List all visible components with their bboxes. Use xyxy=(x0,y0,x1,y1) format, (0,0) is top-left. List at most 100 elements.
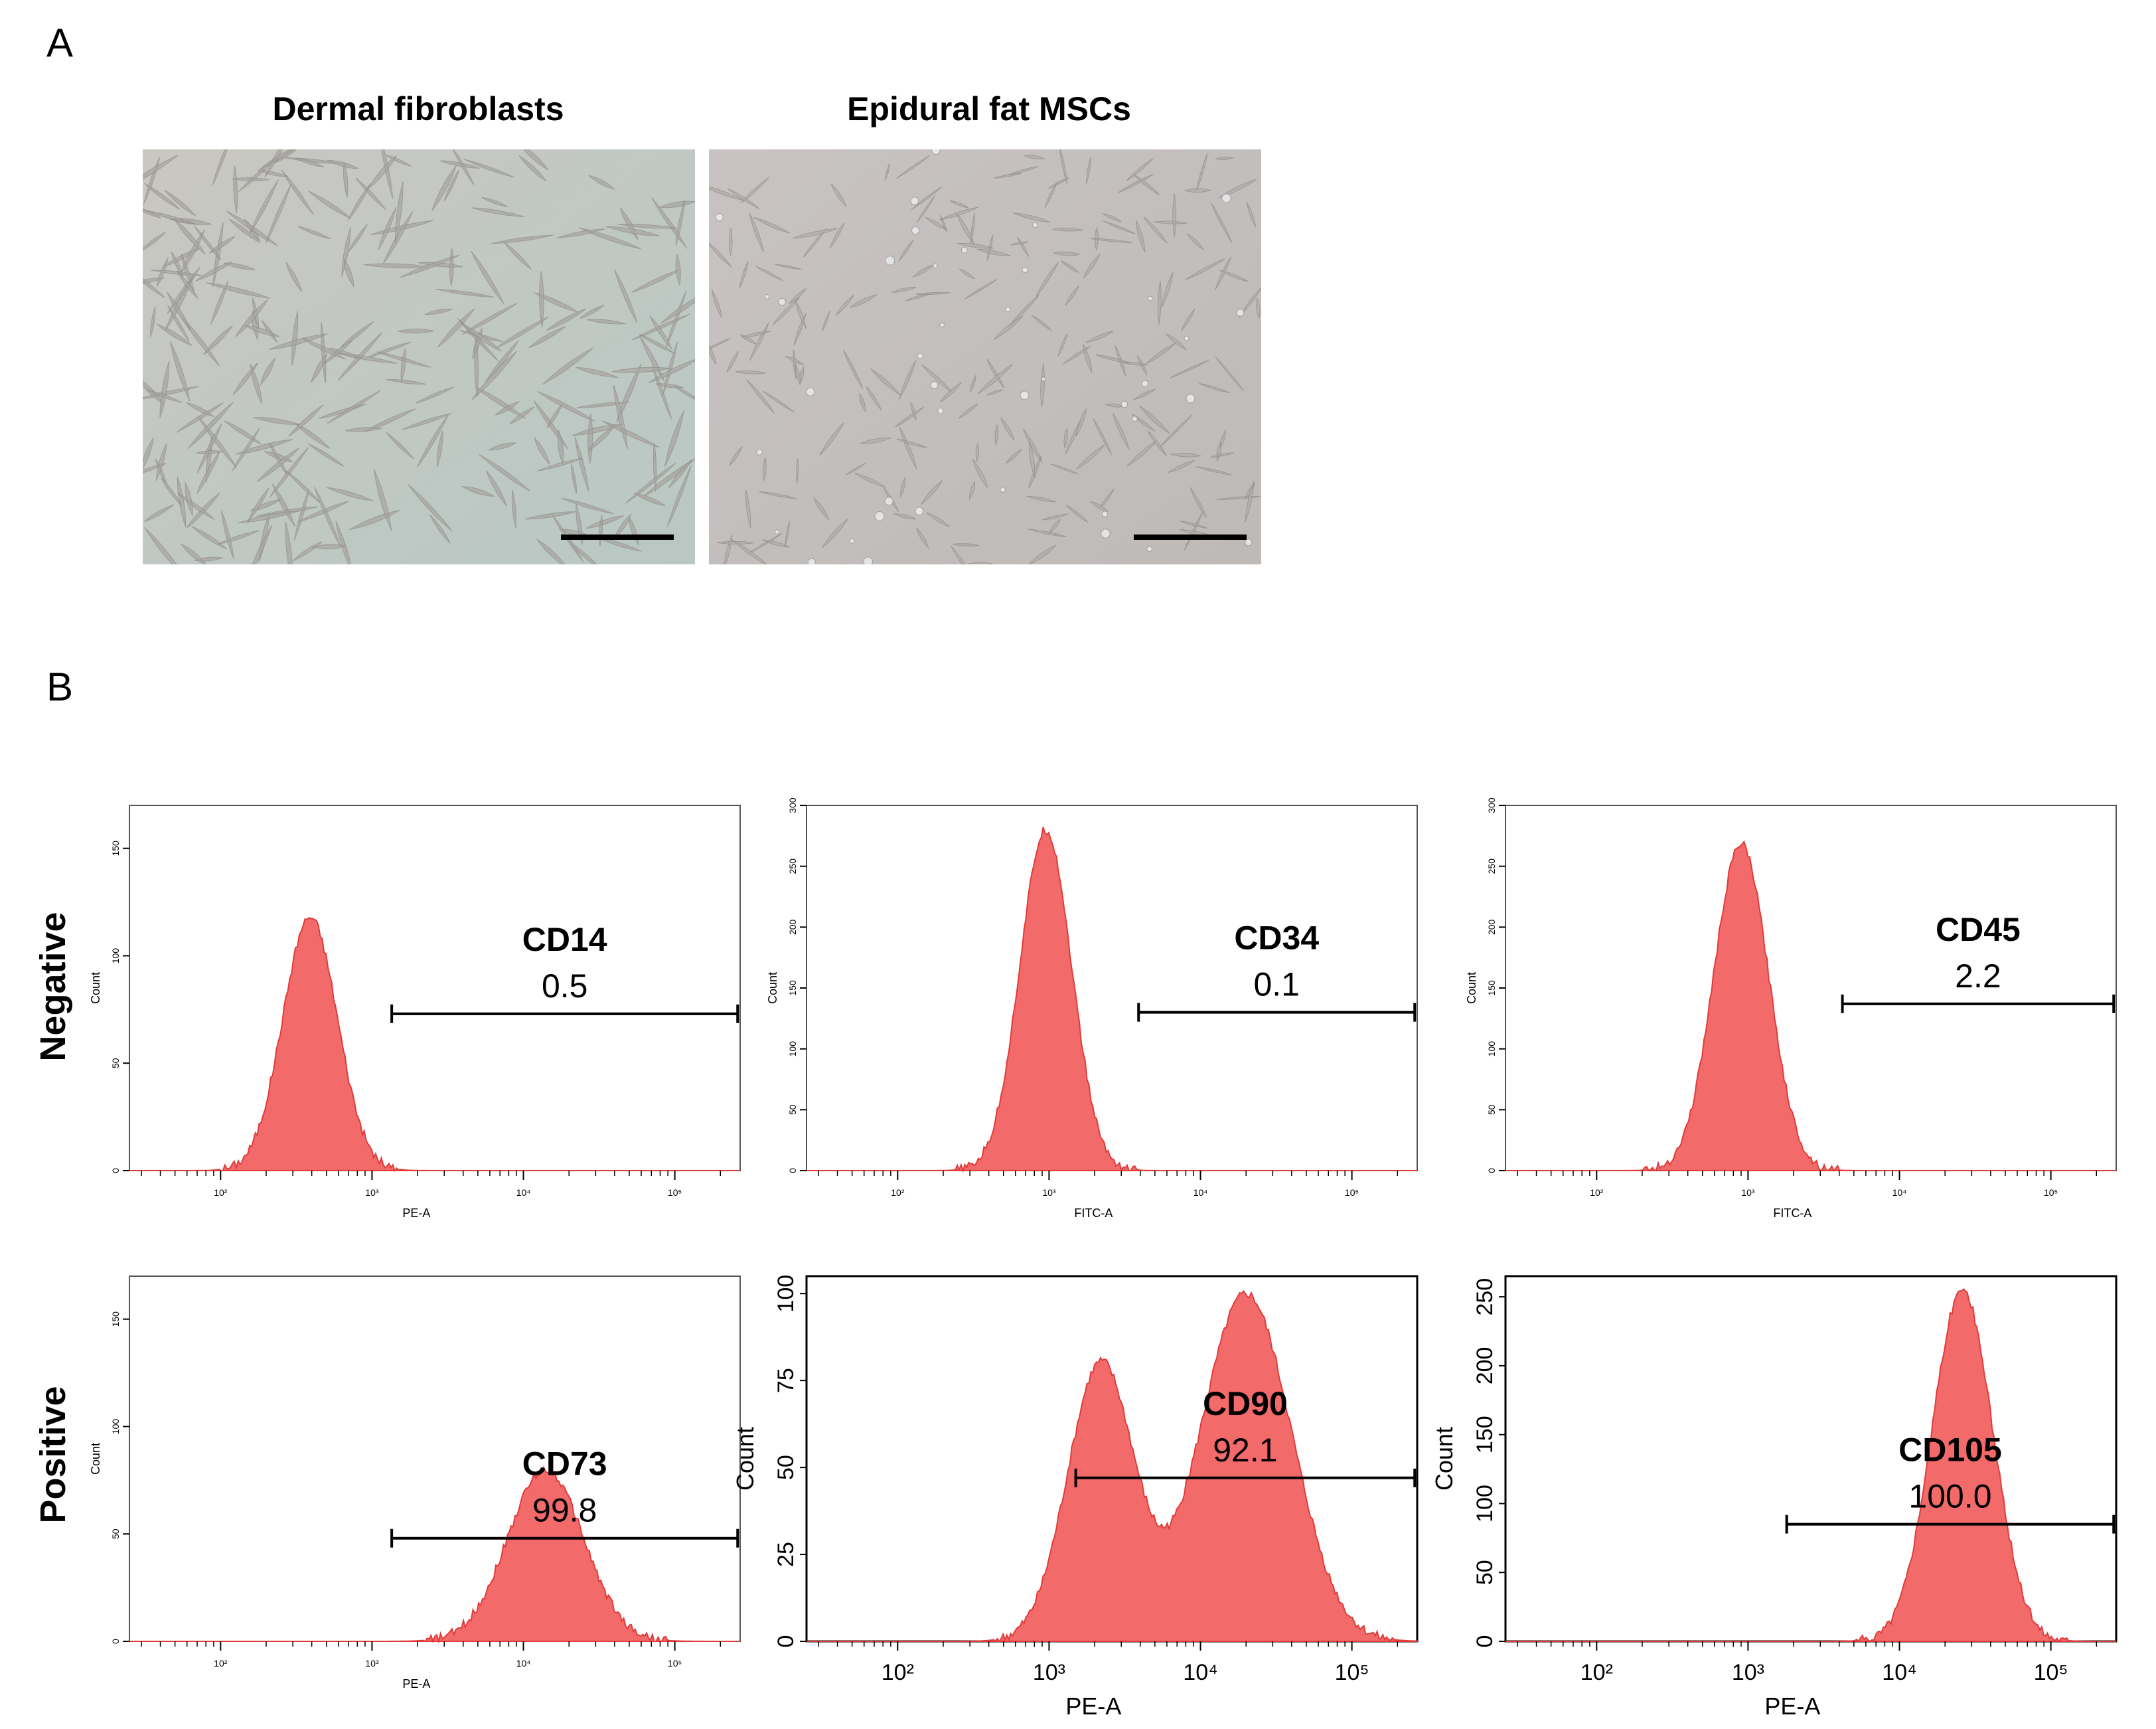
x-axis-label: PE-A xyxy=(402,1206,430,1220)
image-title-epidural: Epidural fat MSCs xyxy=(847,90,1131,127)
y-tick-label: 100 xyxy=(787,1041,798,1057)
y-tick-label: 0 xyxy=(110,1168,121,1173)
y-tick-label: 250 xyxy=(787,859,798,874)
y-tick-label: 100 xyxy=(110,1419,121,1435)
y-tick-label: 200 xyxy=(1472,1347,1498,1385)
gate-value: 2.2 xyxy=(1955,957,2001,995)
scale-bar xyxy=(1134,535,1247,540)
y-tick-label: 100 xyxy=(1486,1041,1497,1057)
x-axis-label: FITC-A xyxy=(1074,1206,1113,1220)
micrograph-epidural-fat-mscs xyxy=(709,149,1261,564)
y-axis-label: Count xyxy=(766,972,779,1004)
micrograph-background xyxy=(709,149,1261,564)
x-tick-label: 10⁴ xyxy=(516,1187,531,1198)
x-tick-label: 10² xyxy=(1580,1660,1613,1685)
marker-title: CD45 xyxy=(1936,911,2021,948)
plot-frame xyxy=(1504,1275,2118,1643)
y-axis-label: Count xyxy=(1465,972,1478,1004)
y-axis-label: Count xyxy=(89,1443,102,1475)
y-tick-label: 100 xyxy=(1472,1485,1498,1523)
marker-title: CD90 xyxy=(1203,1385,1288,1422)
y-tick-label: 50 xyxy=(1486,1104,1497,1115)
plot-frame xyxy=(129,805,741,1171)
x-tick-label: 10³ xyxy=(1732,1660,1764,1685)
y-tick-label: 100 xyxy=(110,948,121,964)
x-tick-label: 10³ xyxy=(1741,1187,1755,1198)
y-tick-label: 150 xyxy=(110,1311,121,1327)
y-tick-label: 50 xyxy=(110,1528,121,1539)
cell-texture xyxy=(709,149,1261,564)
y-tick-label: 50 xyxy=(787,1104,798,1115)
y-tick-label: 200 xyxy=(787,919,798,935)
cell-texture xyxy=(143,149,695,564)
histogram-area xyxy=(807,1290,1418,1643)
plot-frame xyxy=(1505,805,2117,1171)
x-tick-label: 10² xyxy=(1590,1187,1604,1198)
x-tick-label: 10⁴ xyxy=(1183,1660,1217,1685)
marker-title: CD14 xyxy=(522,921,607,958)
x-tick-label: 10⁵ xyxy=(1345,1187,1359,1198)
y-axis-label: Count xyxy=(732,1427,759,1491)
histogram-cd73: 0 50 100 150 Count 10² 10³ 10⁴ 10⁵ PE-A CD73 99.8 xyxy=(89,1276,741,1690)
y-tick-label: 0 xyxy=(1486,1168,1497,1173)
x-tick-label: 10⁴ xyxy=(516,1658,531,1669)
y-tick-label: 0 xyxy=(1472,1635,1498,1648)
y-tick-label: 250 xyxy=(1472,1278,1498,1316)
y-tick-label: 50 xyxy=(773,1455,799,1480)
y-tick-label: 0 xyxy=(787,1168,798,1173)
x-axis-label: PE-A xyxy=(1065,1692,1121,1720)
marker-title: CD34 xyxy=(1234,920,1319,957)
gate-value: 92.1 xyxy=(1213,1432,1277,1469)
gate-value: 99.8 xyxy=(532,1492,597,1529)
y-tick-label: 25 xyxy=(773,1542,799,1567)
marker-title: CD105 xyxy=(1898,1432,2002,1469)
y-tick-label: 150 xyxy=(787,980,798,996)
histogram-area xyxy=(807,827,1417,1173)
x-tick-label: 10⁵ xyxy=(668,1187,682,1198)
x-tick-label: 10³ xyxy=(1033,1660,1065,1685)
panel-b-letter: B xyxy=(46,665,74,709)
x-tick-label: 10² xyxy=(882,1660,914,1685)
histogram-cd34: 0 50 100 150 200 250 300 Count 10² 10³ 10⁴ 10⁵ FITC-… xyxy=(766,797,1418,1220)
y-tick-label: 150 xyxy=(110,841,121,857)
x-tick-label: 10⁴ xyxy=(1882,1660,1916,1685)
x-tick-label: 10⁵ xyxy=(668,1658,682,1669)
plot-frame xyxy=(129,1276,741,1642)
x-tick-label: 10³ xyxy=(1042,1187,1056,1198)
histogram-cd45: 0 50 100 150 200 250 300 Count 10² 10³ 10⁴ 10⁵ FITC-… xyxy=(1465,797,2117,1220)
image-title-dermal: Dermal fibroblasts xyxy=(272,90,564,127)
y-tick-label: 0 xyxy=(773,1635,799,1648)
histogram-cd105: 0 50 100 150 200 250 Count 10² 10³ 10⁴ 10⁵ PE-A CD10… xyxy=(1430,1275,2118,1720)
y-tick-label: 250 xyxy=(1486,859,1497,874)
y-tick-label: 150 xyxy=(1472,1416,1498,1453)
x-tick-label: 10⁴ xyxy=(1892,1187,1907,1198)
y-tick-label: 50 xyxy=(110,1058,121,1068)
x-tick-label: 10² xyxy=(214,1658,228,1669)
x-tick-label: 10³ xyxy=(365,1187,379,1198)
gate-value: 100.0 xyxy=(1908,1478,1991,1515)
histogram-area xyxy=(129,1465,740,1644)
y-tick-label: 75 xyxy=(773,1368,799,1393)
gate-value: 0.5 xyxy=(542,967,588,1005)
y-tick-label: 0 xyxy=(110,1639,121,1644)
marker-title: CD73 xyxy=(522,1445,607,1483)
x-tick-label: 10⁵ xyxy=(1335,1660,1369,1685)
y-tick-label: 200 xyxy=(1486,919,1497,935)
histogram-cd14: 0 50 100 150 Count 10² 10³ 10⁴ 10⁵ PE-A CD14 0.5 xyxy=(89,805,741,1220)
scale-bar xyxy=(561,535,674,540)
x-axis-label: PE-A xyxy=(402,1677,430,1690)
y-tick-label: 150 xyxy=(1486,980,1497,996)
y-tick-label: 300 xyxy=(1486,797,1497,813)
x-tick-label: 10² xyxy=(891,1187,905,1198)
plot-frame xyxy=(806,805,1418,1171)
x-tick-label: 10⁴ xyxy=(1194,1187,1208,1198)
x-axis-label: FITC-A xyxy=(1773,1206,1811,1220)
histogram-area xyxy=(1505,1287,2116,1643)
y-axis-label: Count xyxy=(89,972,102,1004)
y-tick-label: 100 xyxy=(773,1275,799,1313)
x-tick-label: 10⁵ xyxy=(2044,1187,2058,1198)
gate-value: 0.1 xyxy=(1253,966,1300,1003)
x-tick-label: 10⁵ xyxy=(2034,1660,2068,1685)
